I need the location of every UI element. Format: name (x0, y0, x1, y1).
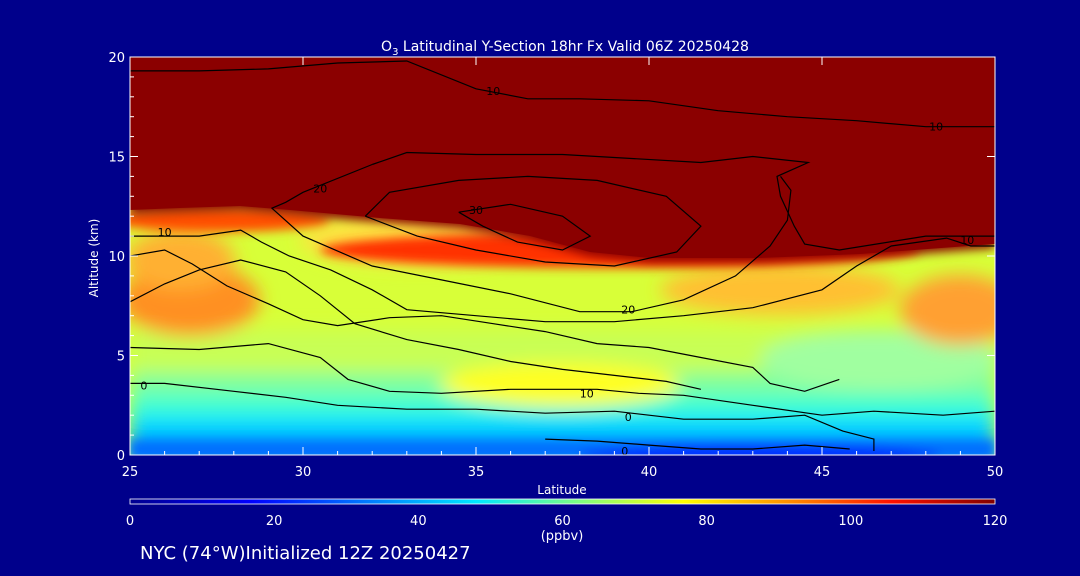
y-tick-label: 5 (117, 350, 125, 365)
contour-line-10-7 (130, 259, 702, 390)
contour-label: 10 (158, 226, 172, 239)
colorbar-tick-label: 80 (698, 514, 715, 529)
ozone-field (130, 57, 995, 455)
contour-line-30-4 (364, 175, 702, 267)
contour-lines (130, 60, 995, 451)
title-subscript: 3 (392, 47, 398, 58)
x-tick-label: 25 (122, 465, 139, 480)
contour-label: 20 (313, 182, 327, 195)
contour-line-20-1 (372, 151, 995, 251)
x-tick-label: 50 (987, 465, 1004, 480)
colorbar-tick-label: 60 (554, 514, 571, 529)
x-tick-label: 35 (468, 465, 485, 480)
colorbar-tick-label: 40 (410, 514, 427, 529)
colorbar-tick-label: 120 (983, 514, 1008, 529)
contour-line-0-10 (545, 438, 850, 450)
colorbar-tick-label: 100 (838, 514, 863, 529)
contour-label: 0 (621, 445, 628, 458)
colorbar-tick-label: 20 (266, 514, 283, 529)
chart-title: O3 Latitudinal Y-Section 18hr Fx Valid 0… (381, 39, 749, 58)
y-axis-ticks: 0 5 10 15 20 (108, 51, 995, 464)
x-axis-label: Latitude (537, 483, 586, 497)
y-tick-label: 10 (108, 250, 125, 265)
contour-label: 20 (621, 304, 635, 317)
y-tick-label: 0 (117, 449, 125, 464)
footer-init-info: NYC (74°W)Initialized 12Z 20250427 (140, 543, 471, 564)
colorbar-unit: (ppbv) (541, 529, 584, 544)
x-tick-label: 45 (814, 465, 831, 480)
contour-line-30-3 (458, 203, 592, 251)
colorbar-tick-label: 0 (126, 514, 134, 529)
contour-label: 10 (580, 387, 594, 400)
x-tick-label: 30 (295, 465, 312, 480)
colorbar-tick-labels: 0 20 40 60 80 100 120 (126, 514, 1008, 529)
contour-line-10-8 (130, 342, 995, 416)
contour-line-10-6 (130, 249, 840, 392)
y-tick-label: 20 (108, 51, 125, 66)
contour-label: 0 (625, 411, 632, 424)
title-rest: Latitudinal Y-Section 18hr Fx Valid 06Z … (398, 39, 749, 55)
contour-line-10-5 (130, 229, 995, 323)
y-tick-label: 15 (108, 151, 125, 166)
x-tick-label: 40 (641, 465, 658, 480)
contour-line-20-2 (270, 163, 792, 313)
contour-label: 10 (960, 234, 974, 247)
contour-label: 10 (486, 85, 500, 98)
title-o: O (381, 39, 392, 55)
contour-label: 10 (929, 121, 943, 134)
contour-label: 0 (140, 379, 147, 392)
x-axis-ticks: 25 30 35 40 45 50 (122, 57, 1004, 480)
contour-line-10-0 (130, 60, 995, 128)
contour-label: 30 (469, 204, 483, 217)
contour-labels: 10 10 20 30 10 10 20 10 0 0 0 (140, 85, 974, 458)
contour-line-0-9 (130, 382, 875, 451)
colorbar (129, 498, 996, 505)
y-axis-label: Altitude (km) (87, 219, 101, 298)
